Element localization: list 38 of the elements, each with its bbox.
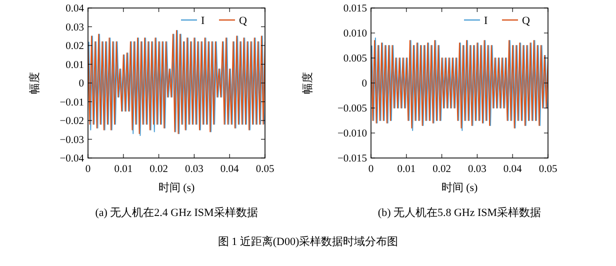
y-tick-label: −0.04 [60, 154, 85, 164]
x-tick-label: 0.01 [397, 164, 416, 175]
y-tick-label: −0.005 [337, 104, 367, 114]
x-tick-label: 0.02 [432, 164, 451, 175]
x-tick-label: 0.01 [114, 164, 133, 175]
y-tick-label: 0 [78, 78, 84, 90]
y-tick-label: −0.010 [337, 128, 367, 140]
text: (b) 无人机在5.8 GHz ISM采样数据 [378, 206, 542, 219]
y-tick-label: 0.015 [343, 4, 367, 14]
y-axis-title: 幅度 [301, 72, 314, 94]
x-axis-title: 时间 (s) [158, 181, 196, 194]
x-tick-label: 0.03 [185, 164, 204, 175]
y-tick-label: −0.01 [60, 97, 84, 108]
text: (a) 无人机在2.4 GHz ISM采样数据 [95, 206, 258, 219]
x-tick-label: 0.03 [468, 164, 486, 175]
y-tick-label: −0.015 [337, 154, 367, 164]
y-tick-label: 0.02 [66, 41, 84, 52]
y-tick-label: −0.02 [60, 116, 84, 127]
y-tick-label: −0.03 [60, 134, 84, 146]
x-tick-label: 0 [368, 164, 374, 175]
y-axis-title: 幅度 [28, 72, 41, 94]
y-tick-label: 0.03 [66, 22, 84, 34]
legend-label: I [484, 15, 488, 27]
y-tick-label: 0.010 [343, 28, 367, 40]
legend-label: Q [239, 15, 247, 27]
y-tick-label: 0.04 [66, 4, 85, 14]
x-tick-label: 0.04 [503, 164, 523, 175]
legend-label: I [201, 15, 205, 27]
caption: 图 1 近距离(D00)采样数据时域分布图 [218, 235, 398, 248]
y-tick-label: 0 [362, 78, 367, 90]
x-tick-label: 0.02 [150, 164, 168, 175]
legend-label: Q [522, 15, 530, 27]
x-tick-label: 0.05 [538, 164, 558, 175]
x-tick-label: 0.05 [256, 164, 274, 175]
y-tick-label: 0.005 [343, 54, 367, 64]
x-axis-title: 时间 (s) [441, 181, 478, 194]
y-tick-label: 0.01 [66, 60, 84, 71]
x-tick-label: 0.04 [220, 164, 240, 175]
